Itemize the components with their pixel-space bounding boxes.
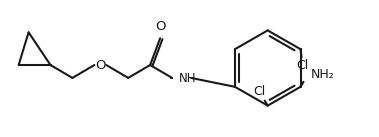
Text: O: O [95,58,106,72]
Text: NH₂: NH₂ [310,68,334,81]
Text: O: O [155,20,165,33]
Text: NH: NH [179,72,197,85]
Text: Cl: Cl [254,85,266,98]
Text: Cl: Cl [296,58,309,72]
